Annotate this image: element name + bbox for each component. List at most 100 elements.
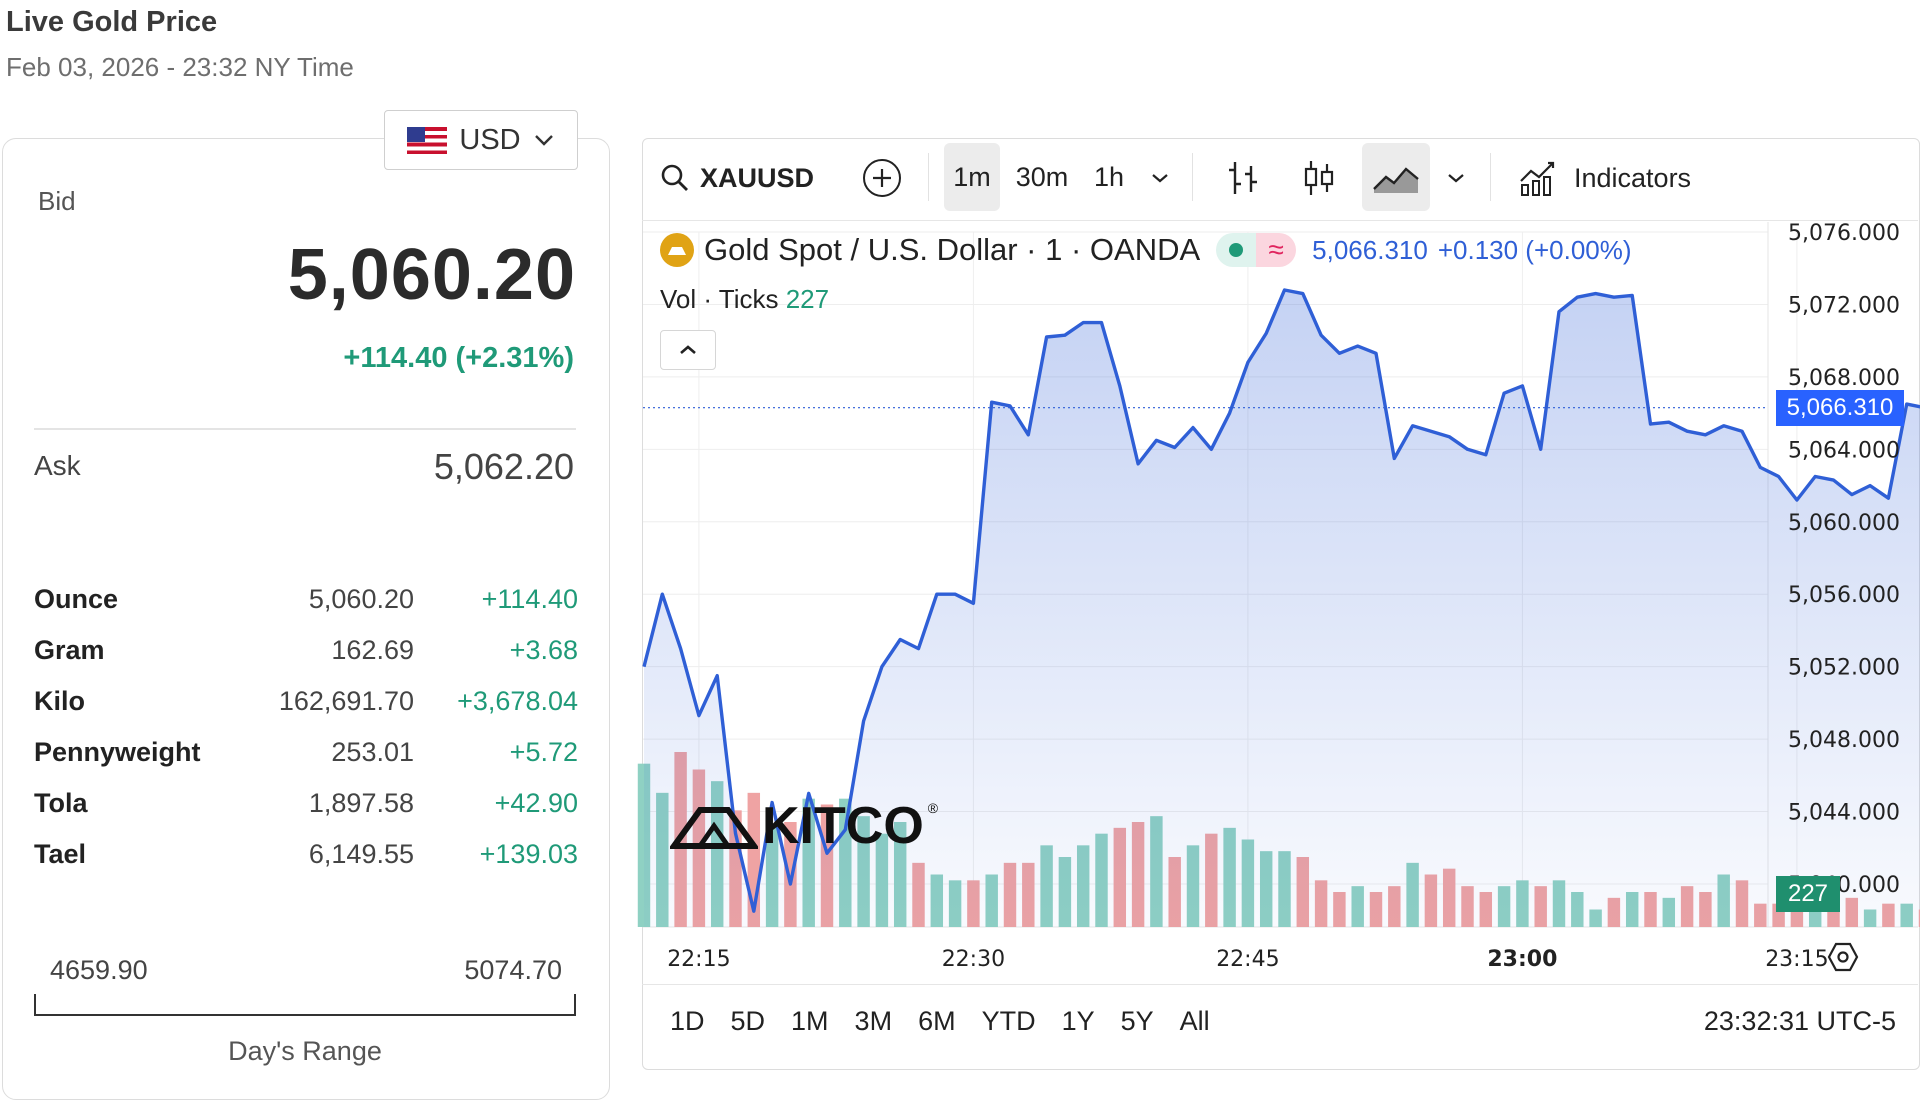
registered-mark-icon: ® — [927, 800, 939, 816]
bar-style-button[interactable] — [1218, 152, 1268, 204]
unit-change: +3.68 — [509, 635, 578, 665]
period-all[interactable]: All — [1179, 1006, 1210, 1036]
period-1d[interactable]: 1D — [670, 1006, 705, 1036]
kitco-logo-icon — [670, 807, 758, 849]
x-tick-label: 22:15 — [667, 947, 730, 972]
period-selector: 1D 5D 1M 3M 6M YTD 1Y 5Y All — [670, 1006, 1210, 1037]
unit-price: 162.69 — [331, 635, 414, 665]
settings-hexagon-icon — [1827, 942, 1859, 972]
legend-change: +0.130 (+0.00%) — [1437, 234, 1632, 265]
unit-name: Tola — [34, 788, 88, 818]
instrument-name: Gold Spot / U.S. Dollar · 1 · OANDA — [704, 232, 1201, 267]
volume-legend: Vol · Ticks 227 — [660, 284, 829, 315]
unit-name: Tael — [34, 839, 87, 869]
search-icon — [661, 164, 688, 191]
interval-dropdown[interactable] — [1144, 160, 1176, 196]
y-tick-label: 5,072.000 — [1788, 293, 1900, 318]
day-range-bar — [34, 994, 576, 1016]
toolbar-separator — [1490, 153, 1491, 201]
interval-1m[interactable]: 1m — [944, 143, 1000, 211]
y-tick-label: 5,068.000 — [1788, 366, 1900, 391]
chart-toolbar — [642, 140, 1918, 221]
period-6m[interactable]: 6M — [918, 1006, 956, 1036]
period-ytd[interactable]: YTD — [981, 1006, 1036, 1036]
y-tick-label: 5,048.000 — [1788, 728, 1900, 753]
chart-clock: 23:32:31 UTC-5 — [1703, 1006, 1896, 1036]
indicators-icon — [1520, 161, 1555, 196]
table-row: Tael 6,149.55 +139.03 — [34, 829, 578, 880]
chart-legend: Gold Spot / U.S. Dollar · 1 · OANDA ≈ 5,… — [660, 232, 1632, 268]
legend-last: 5,066.310 — [1312, 234, 1428, 265]
symbol-search[interactable]: XAUUSD — [660, 156, 814, 200]
toolbar-separator — [928, 153, 929, 201]
table-row: Pennyweight 253.01 +5.72 — [34, 727, 578, 778]
unit-name: Ounce — [34, 584, 119, 614]
interval-1h[interactable]: 1h — [1093, 161, 1125, 192]
price-chart[interactable]: 5,076.000 5,072.000 5,068.000 5,064.000 5,06… — [0, 0, 1920, 1073]
chevron-down-icon — [1448, 174, 1464, 183]
indicators-button[interactable]: Indicators — [1518, 152, 1691, 204]
chevron-down-icon — [1152, 174, 1168, 183]
y-tick-label: 5,044.000 — [1788, 801, 1900, 826]
period-5y[interactable]: 5Y — [1120, 1006, 1154, 1036]
unit-name: Pennyweight — [34, 737, 201, 767]
kitco-watermark: KITCO ® — [670, 800, 938, 852]
page-subtitle: Feb 03, 2026 - 23:32 NY Time — [6, 52, 354, 82]
ask-label: Ask — [34, 450, 81, 481]
table-row: Gram 162.69 +3.68 — [34, 625, 578, 676]
price-line — [642, 288, 1920, 913]
last-volume-tag: 227 — [1776, 876, 1840, 912]
unit-change: +139.03 — [479, 839, 578, 869]
kitco-brand: KITCO — [762, 797, 924, 855]
table-row: Kilo 162,691.70 +3,678.04 — [34, 676, 578, 727]
page-title: Live Gold Price — [6, 6, 218, 38]
unit-change: +42.90 — [494, 788, 578, 818]
ask-value: 5,062.20 — [433, 446, 574, 487]
units-table: Ounce 5,060.20 +114.40 Gram 162.69 +3.68 Kil… — [34, 574, 578, 880]
compare-add-button[interactable] — [860, 156, 904, 200]
table-row: Tola 1,897.58 +42.90 — [34, 778, 578, 829]
day-range-label: Day's Range — [228, 1036, 382, 1066]
x-tick-label: 22:45 — [1216, 947, 1279, 972]
y-tick-label: 5,052.000 — [1788, 656, 1900, 681]
indicators-label: Indicators — [1574, 162, 1692, 193]
currency-select[interactable]: USD — [384, 110, 578, 170]
interval-30m[interactable]: 30m — [1015, 161, 1069, 192]
chart-settings-button[interactable] — [1826, 940, 1860, 979]
unit-change: +114.40 — [481, 584, 578, 614]
unit-price: 5,060.20 — [308, 584, 414, 614]
toolbar-separator — [1192, 153, 1193, 201]
y-tick-label: 5,060.000 — [1788, 511, 1900, 536]
plus-circle-icon — [863, 159, 901, 197]
style-dropdown[interactable] — [1440, 160, 1472, 196]
bid-change: +114.40 (+2.31%) — [343, 342, 574, 374]
period-1y[interactable]: 1Y — [1061, 1006, 1095, 1036]
area-style-button[interactable] — [1362, 143, 1430, 211]
unit-price: 1,897.58 — [308, 788, 414, 818]
day-range-low: 4659.90 — [50, 955, 148, 985]
chevron-down-icon — [534, 135, 553, 146]
symbol-label: XAUUSD — [700, 162, 815, 193]
collapse-legend-button[interactable] — [660, 330, 716, 370]
y-tick-label: 5,076.000 — [1788, 221, 1900, 246]
unit-price: 6,149.55 — [308, 839, 414, 869]
day-range-high: 5074.70 — [464, 955, 562, 985]
y-tick-label: 5,056.000 — [1788, 583, 1900, 608]
currency-label: USD — [459, 123, 521, 156]
unit-price: 162,691.70 — [278, 686, 414, 716]
bid-label: Bid — [38, 186, 76, 216]
period-3m[interactable]: 3M — [854, 1006, 893, 1036]
market-open-icon — [1216, 233, 1257, 267]
divider — [34, 428, 576, 430]
period-1m[interactable]: 1M — [791, 1006, 829, 1036]
delayed-data-icon: ≈ — [1256, 233, 1297, 267]
unit-change: +5.72 — [509, 737, 578, 767]
period-5d[interactable]: 5D — [730, 1006, 766, 1036]
unit-price: 253.01 — [331, 737, 414, 767]
chevron-up-icon — [680, 345, 696, 354]
footer-divider — [642, 984, 1918, 985]
last-price-tag: 5,066.310 — [1776, 390, 1904, 426]
candles-style-button[interactable] — [1294, 152, 1344, 204]
y-tick-label: 5,064.000 — [1788, 438, 1900, 463]
unit-change: +3,678.04 — [457, 686, 578, 716]
